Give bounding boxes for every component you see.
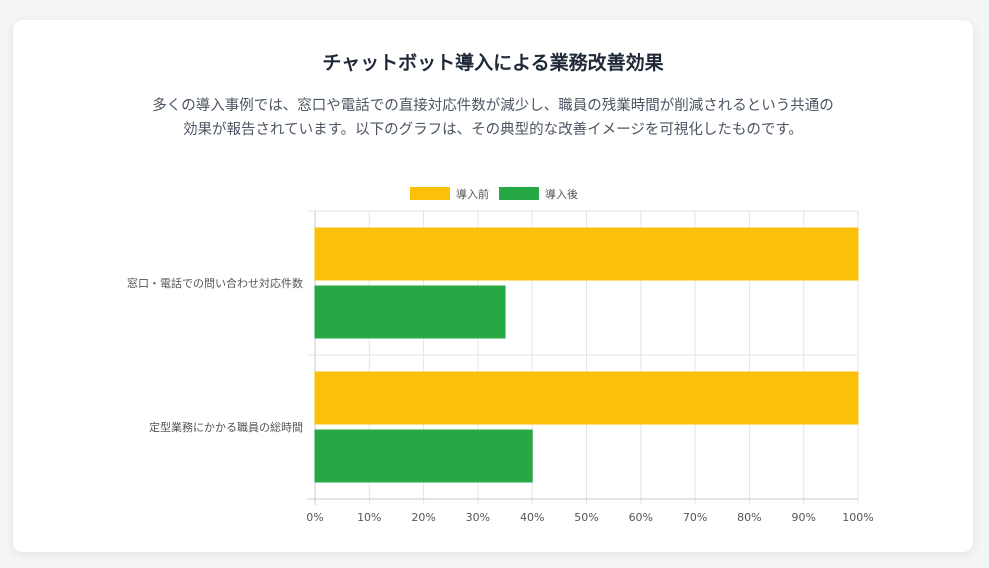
chart-description: 多くの導入事例では、窓口や電話での直接対応件数が減少し、職員の残業時間が削減され… xyxy=(152,98,834,138)
legend-swatch-before xyxy=(410,187,450,200)
legend-label-before: 導入前 xyxy=(456,187,489,201)
x-tick-label: 30% xyxy=(466,511,490,524)
x-tick-label: 20% xyxy=(411,511,435,524)
chart-title: チャットボット導入による業務改善効果 xyxy=(322,52,664,74)
x-tick-label: 0% xyxy=(306,511,323,524)
bar-after-2 xyxy=(314,429,533,483)
legend-swatch-after xyxy=(499,187,539,200)
x-tick-label: 70% xyxy=(683,511,707,524)
legend-label-after: 導入後 xyxy=(545,187,578,201)
x-tick-label: 50% xyxy=(574,511,598,524)
x-tick-label: 60% xyxy=(629,511,653,524)
x-tick-label: 90% xyxy=(791,511,815,524)
x-tick-label: 10% xyxy=(357,511,381,524)
bar-before-2 xyxy=(314,371,859,425)
bar-after-1 xyxy=(314,285,506,339)
bar-before-1 xyxy=(314,227,859,281)
x-tick-label: 100% xyxy=(842,511,873,524)
x-tick-label: 80% xyxy=(737,511,761,524)
category-label: 窓口・電話での問い合わせ対応件数 xyxy=(127,276,303,290)
category-label: 定型業務にかかる職員の総時間 xyxy=(149,420,303,434)
x-tick-label: 40% xyxy=(520,511,544,524)
